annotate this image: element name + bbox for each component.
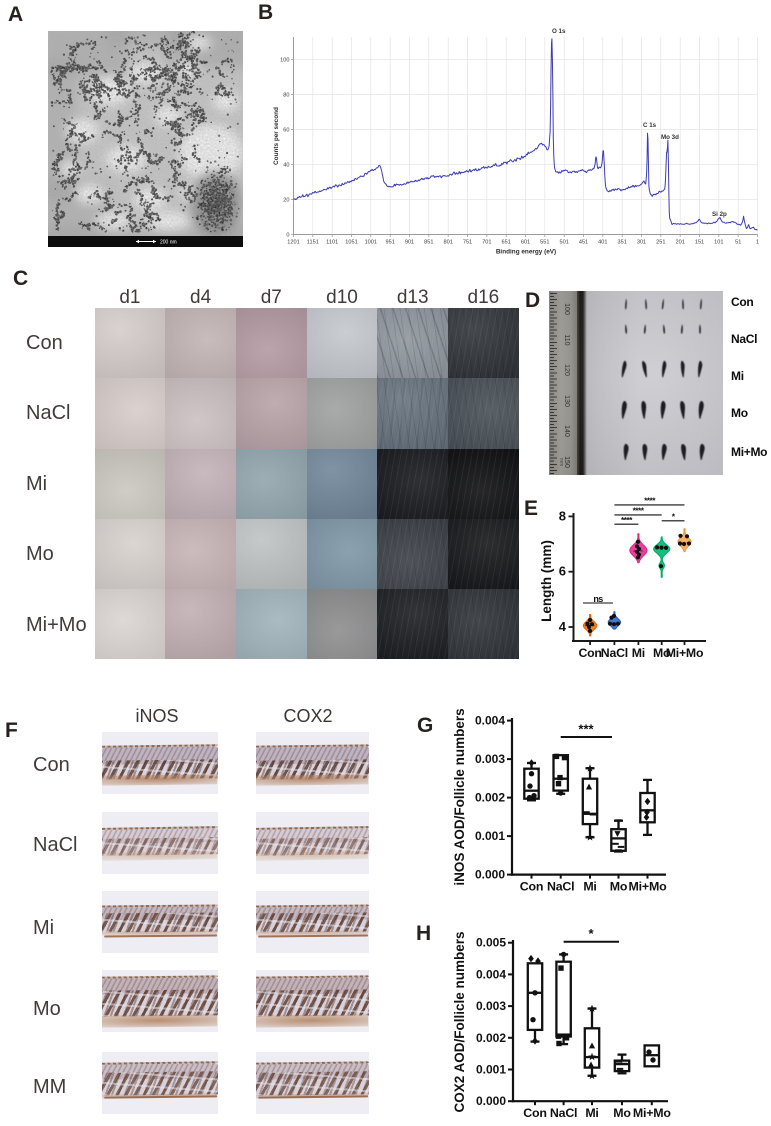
svg-text:Mi+Mo: Mi+Mo — [666, 646, 704, 660]
svg-text:NaCl: NaCl — [547, 880, 574, 894]
svg-text:80: 80 — [283, 93, 289, 99]
svg-text:501: 501 — [560, 240, 569, 246]
svg-text:0.001: 0.001 — [476, 1063, 506, 1077]
svg-text:701: 701 — [482, 240, 491, 246]
svg-text:Con: Con — [523, 1106, 547, 1120]
svg-text:COX2 AOD/Follicle numbers: COX2 AOD/Follicle numbers — [452, 931, 467, 1112]
svg-text:0.001: 0.001 — [475, 829, 505, 843]
svg-text:Mo: Mo — [653, 646, 671, 660]
svg-text:Mi: Mi — [583, 880, 596, 894]
svg-text:C 1s: C 1s — [643, 122, 657, 129]
svg-text:1101: 1101 — [326, 240, 338, 246]
svg-text:***: *** — [578, 722, 594, 737]
svg-text:Counts per second: Counts per second — [273, 107, 280, 165]
svg-text:20: 20 — [283, 198, 289, 204]
svg-text:Con: Con — [520, 880, 544, 894]
svg-text:1201: 1201 — [287, 240, 299, 246]
svg-text:Mo: Mo — [613, 1106, 631, 1120]
svg-text:0.000: 0.000 — [475, 868, 505, 882]
svg-text:1051: 1051 — [345, 240, 357, 246]
svg-text:****: **** — [644, 496, 656, 506]
svg-text:0: 0 — [286, 233, 289, 239]
svg-text:40: 40 — [283, 163, 289, 169]
svg-text:151: 151 — [695, 240, 704, 246]
svg-text:200 nm: 200 nm — [160, 239, 177, 245]
svg-text:0.004: 0.004 — [476, 967, 506, 981]
svg-text:0.002: 0.002 — [475, 791, 505, 805]
svg-text:iNOS AOD/Follicle numbers: iNOS AOD/Follicle numbers — [452, 708, 467, 885]
svg-text:801: 801 — [444, 240, 453, 246]
svg-text:NaCl: NaCl — [601, 646, 628, 660]
svg-text:Mo 3d: Mo 3d — [661, 134, 679, 141]
svg-text:551: 551 — [540, 240, 549, 246]
svg-text:4: 4 — [559, 619, 567, 634]
svg-text:Mi+Mo: Mi+Mo — [633, 1106, 672, 1120]
svg-text:0.005: 0.005 — [476, 936, 506, 950]
svg-text:O 1s: O 1s — [552, 28, 566, 35]
svg-text:0.000: 0.000 — [476, 1094, 506, 1108]
svg-text:Mi: Mi — [585, 1106, 598, 1120]
svg-text:8: 8 — [559, 508, 566, 523]
svg-text:Mo: Mo — [610, 880, 628, 894]
svg-text:251: 251 — [656, 240, 665, 246]
svg-text:****: **** — [621, 515, 633, 525]
svg-text:Mi: Mi — [632, 646, 645, 660]
svg-text:ns: ns — [593, 594, 603, 604]
svg-text:1151: 1151 — [307, 240, 319, 246]
svg-text:751: 751 — [463, 240, 472, 246]
svg-text:Mi+Mo: Mi+Mo — [629, 880, 668, 894]
svg-text:401: 401 — [598, 240, 607, 246]
svg-text:851: 851 — [424, 240, 433, 246]
svg-text:NaCl: NaCl — [550, 1106, 577, 1120]
svg-text:101: 101 — [714, 240, 723, 246]
svg-text:****: **** — [633, 506, 645, 516]
svg-text:301: 301 — [637, 240, 646, 246]
svg-text:6: 6 — [559, 564, 566, 579]
svg-text:0.003: 0.003 — [476, 999, 506, 1013]
svg-text:Binding energy (eV): Binding energy (eV) — [496, 249, 556, 256]
svg-text:Length (mm): Length (mm) — [539, 540, 554, 622]
svg-text:951: 951 — [386, 240, 395, 246]
svg-text:51: 51 — [735, 240, 741, 246]
svg-text:601: 601 — [521, 240, 530, 246]
svg-text:651: 651 — [502, 240, 511, 246]
svg-text:1001: 1001 — [365, 240, 377, 246]
svg-text:Con: Con — [578, 646, 601, 660]
svg-text:*: * — [672, 512, 676, 522]
svg-text:*: * — [588, 926, 594, 941]
svg-text:0.002: 0.002 — [476, 1031, 506, 1045]
svg-text:201: 201 — [676, 240, 685, 246]
svg-text:100: 100 — [280, 58, 289, 64]
svg-text:451: 451 — [579, 240, 588, 246]
svg-text:Si 2p: Si 2p — [712, 211, 727, 218]
svg-text:1: 1 — [756, 240, 759, 246]
svg-text:0.003: 0.003 — [475, 752, 505, 766]
svg-text:901: 901 — [405, 240, 414, 246]
svg-text:351: 351 — [618, 240, 627, 246]
svg-text:60: 60 — [283, 128, 289, 134]
svg-text:0.004: 0.004 — [475, 714, 505, 728]
